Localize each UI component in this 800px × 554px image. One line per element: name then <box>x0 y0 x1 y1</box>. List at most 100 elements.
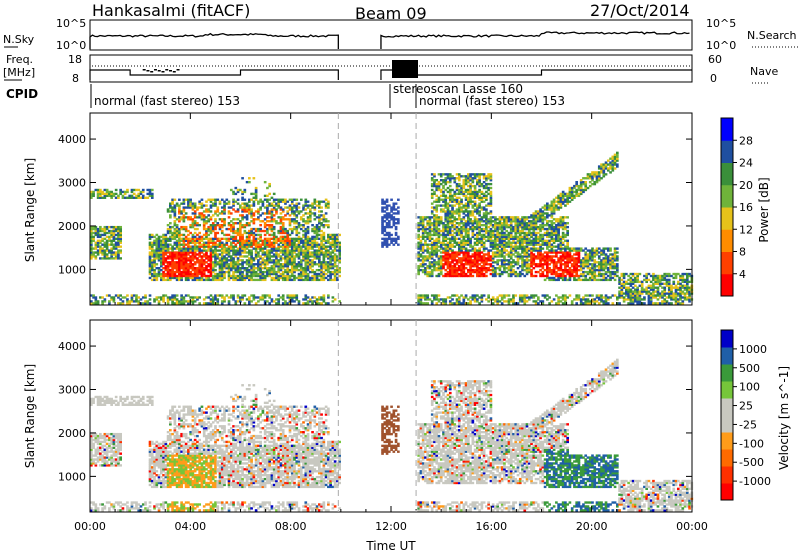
power-cell <box>241 208 244 211</box>
power-cell <box>159 274 163 278</box>
power-cell <box>275 255 278 258</box>
power-cell <box>175 276 179 280</box>
power-cell <box>227 245 231 248</box>
power-cell <box>207 296 211 299</box>
power-cell <box>182 249 186 252</box>
power-cell <box>189 257 192 260</box>
power-cell <box>92 194 95 198</box>
power-cell <box>196 237 199 241</box>
power-cell <box>288 259 292 262</box>
power-cell <box>275 259 278 262</box>
power-cell <box>397 218 400 221</box>
power-cell <box>281 216 285 219</box>
nsky-series <box>89 32 339 49</box>
power-cell <box>241 298 244 301</box>
power-cell <box>234 243 238 246</box>
power-cell <box>132 300 136 303</box>
power-cell <box>218 253 222 256</box>
power-cell <box>105 257 109 260</box>
power-cell <box>216 300 220 303</box>
power-cell <box>184 259 188 262</box>
power-cell <box>236 247 240 250</box>
power-cell <box>155 255 159 258</box>
power-cell <box>270 229 274 233</box>
power-cell <box>234 263 238 266</box>
power-cell <box>279 222 283 225</box>
power-cell <box>173 206 177 209</box>
power-cell <box>130 194 134 198</box>
power-cell <box>268 272 271 276</box>
power-cell <box>281 229 285 233</box>
power-cell <box>187 253 190 256</box>
power-cell <box>171 272 174 276</box>
power-cell <box>205 278 208 282</box>
power-cell <box>216 245 220 248</box>
power-cell <box>281 302 285 305</box>
power-cell <box>277 259 281 262</box>
power-cell <box>250 208 253 211</box>
power-cell <box>234 265 238 268</box>
power-cell <box>180 233 183 237</box>
power-cell <box>232 278 235 282</box>
power-cell <box>184 261 188 264</box>
power-cell <box>275 270 278 274</box>
power-cell <box>92 225 95 229</box>
power-cell <box>489 186 493 190</box>
power-cell <box>146 188 150 192</box>
power-cell <box>268 253 271 256</box>
power-cell <box>202 233 206 237</box>
power-cell <box>248 268 251 272</box>
power-cell <box>193 253 197 256</box>
power-cell <box>101 247 104 250</box>
power-cell <box>241 278 244 282</box>
power-cell <box>211 204 215 207</box>
power-cell <box>229 235 233 239</box>
power-cell <box>216 253 220 256</box>
power-cell <box>178 300 181 303</box>
power-cell <box>99 296 102 299</box>
power-cell <box>90 233 93 237</box>
power-cell <box>112 231 116 235</box>
power-cell <box>286 274 290 278</box>
power-cell <box>272 263 276 266</box>
power-cell <box>216 243 220 246</box>
power-cell <box>245 223 249 227</box>
power-cell <box>241 190 244 194</box>
power-cell <box>173 296 177 299</box>
power-cell <box>202 210 206 213</box>
power-cell <box>171 208 174 211</box>
power-cell <box>153 255 156 258</box>
power-cell <box>137 302 141 305</box>
power-cell <box>169 225 172 229</box>
power-cell <box>191 233 195 237</box>
power-cell <box>178 220 181 223</box>
power-cell <box>248 253 251 256</box>
power-cell <box>205 276 208 280</box>
power-cell <box>216 255 220 258</box>
power-cell <box>193 222 197 225</box>
power-cell <box>205 229 208 233</box>
power-cell <box>259 235 262 239</box>
power-cell <box>173 198 177 201</box>
power-cell <box>175 233 179 237</box>
power-cell <box>277 202 281 205</box>
power-cell <box>180 276 183 280</box>
power-cell <box>268 227 271 231</box>
power-cell <box>191 253 195 256</box>
power-cell <box>117 229 120 233</box>
power-cell <box>92 192 95 196</box>
power-cell <box>266 300 269 303</box>
power-cell <box>169 227 172 231</box>
power-cell <box>187 266 190 270</box>
power-cell <box>182 261 186 264</box>
power-cell <box>205 222 208 225</box>
power-cell <box>162 247 165 250</box>
power-cell <box>284 257 287 260</box>
power-cell <box>232 200 235 203</box>
power-cell <box>270 220 274 223</box>
power-cell <box>243 239 247 242</box>
power-cell <box>99 196 102 199</box>
power-cell <box>261 200 265 203</box>
power-cell <box>214 200 217 203</box>
power-cell <box>198 247 202 250</box>
